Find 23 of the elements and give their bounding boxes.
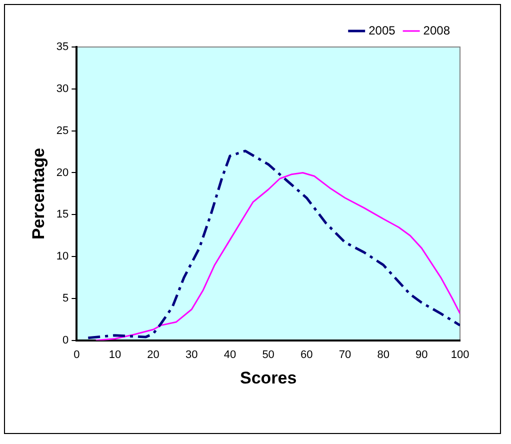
y-tick-label: 30 <box>56 82 69 95</box>
y-tick-label: 25 <box>56 124 69 137</box>
x-tick-label: 10 <box>108 349 122 362</box>
x-tick-label: 60 <box>300 349 313 362</box>
x-tick-label: 20 <box>147 349 160 362</box>
x-tick-label: 70 <box>338 349 352 362</box>
x-tick-label: 40 <box>224 349 236 362</box>
y-axis-title: Percentage <box>28 148 48 240</box>
y-tick-label: 10 <box>56 250 69 263</box>
y-tick-label: 35 <box>56 41 69 54</box>
legend-label: 2008 <box>423 23 450 38</box>
x-tick-label: 30 <box>186 349 198 362</box>
legend-label: 2005 <box>368 23 396 38</box>
x-tick-label: 90 <box>416 349 428 362</box>
x-tick-label: 100 <box>450 349 470 362</box>
x-tick-label: 0 <box>74 349 80 362</box>
y-tick-label: 0 <box>62 334 69 346</box>
y-tick-label: 20 <box>56 166 69 179</box>
x-axis-title: Scores <box>240 368 297 388</box>
y-tick-label: 5 <box>62 292 69 305</box>
x-tick-label: 50 <box>262 349 274 362</box>
y-tick-label: 15 <box>56 208 69 221</box>
x-tick-label: 80 <box>377 349 390 362</box>
